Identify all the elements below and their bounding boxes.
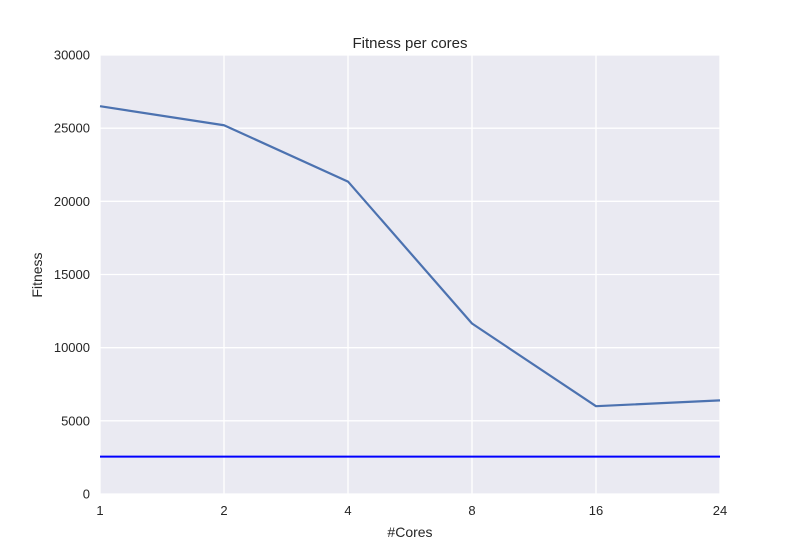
y-tick-label: 10000 [54, 340, 90, 355]
x-tick-label: 16 [589, 503, 603, 518]
x-tick-label: 1 [96, 503, 103, 518]
series-layer [99, 105, 721, 408]
y-axis-label: Fitness [29, 252, 45, 297]
series-line [99, 105, 721, 408]
y-tick-labels: 0 5000 10000 15000 20000 25000 30000 [54, 48, 90, 502]
y-tick-label: 5000 [61, 413, 90, 428]
x-tick-label: 4 [344, 503, 351, 518]
x-tick-label: 8 [468, 503, 475, 518]
y-tick-label: 0 [83, 487, 90, 502]
y-tick-label: 20000 [54, 194, 90, 209]
y-tick-label: 15000 [54, 267, 90, 282]
x-tick-labels: 1 2 4 8 16 24 [96, 503, 727, 518]
grid [99, 54, 721, 495]
y-tick-label: 30000 [54, 48, 90, 63]
x-tick-label: 24 [713, 503, 727, 518]
y-tick-label: 25000 [54, 121, 90, 136]
chart-title: Fitness per cores [352, 35, 467, 52]
x-axis-label: #Cores [387, 524, 432, 540]
x-tick-label: 2 [220, 503, 227, 518]
